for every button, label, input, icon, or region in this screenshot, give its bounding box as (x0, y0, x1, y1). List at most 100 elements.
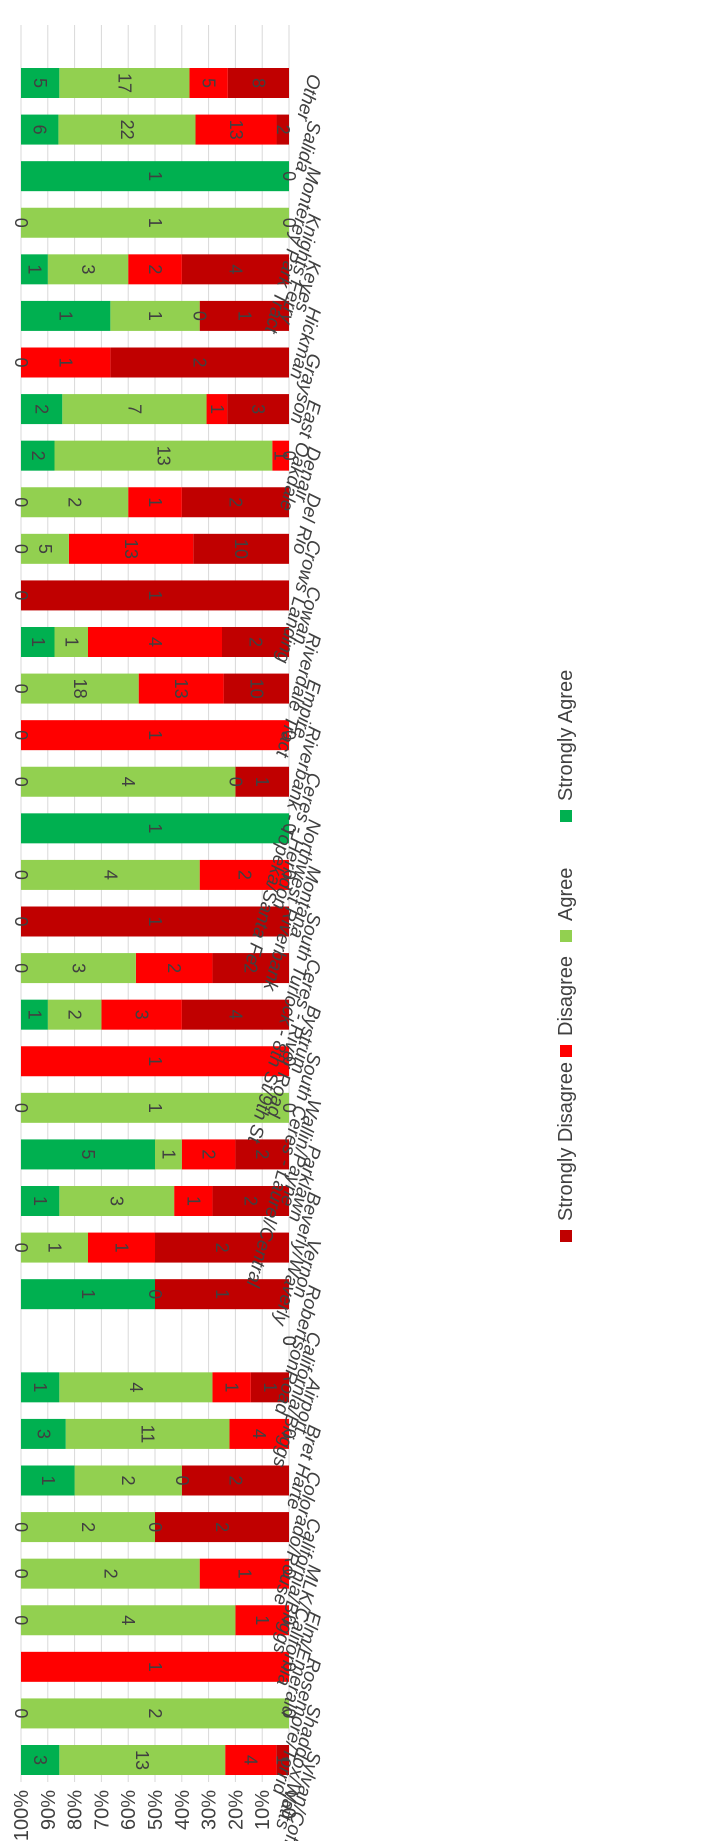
value-label-agree-empire: 18 (70, 679, 90, 699)
bar-strongly-agree-other (21, 68, 60, 98)
bar-disagree-salida (195, 114, 277, 145)
bar-disagree-elm-emerald (235, 1605, 289, 1636)
bar-agree-crows-landing (21, 533, 69, 564)
value-label-strongly-agree-east-oakdale: 2 (32, 404, 52, 414)
value-label-strongly-agree-keyes: 1 (24, 264, 44, 274)
value-label-strongly-agree-crows-landing: 0 (11, 544, 31, 554)
value-label-agree-ceres-river-road: 3 (68, 963, 88, 973)
value-label-agree-airport: 4 (126, 1382, 146, 1392)
bar-agree-elm-emerald (21, 1605, 236, 1636)
value-label-disagree-bret-harte: 4 (249, 1429, 269, 1439)
value-label-disagree-airport: 1 (222, 1382, 242, 1392)
bar-disagree-east-oakdale (206, 394, 228, 425)
legend-item-disagree: Disagree (555, 956, 577, 1057)
bar-disagree-grayson (21, 347, 111, 378)
bar-disagree-empire (138, 673, 224, 704)
value-label-agree-east-oakdale: 7 (124, 404, 144, 414)
value-label-disagree-montana: 2 (234, 870, 254, 880)
bar-agree-wallin-payne (21, 1092, 289, 1123)
value-label-disagree-beverly-waverly: 1 (183, 1196, 203, 1206)
bar-strongly-disagree-cowan (21, 580, 289, 611)
bar-strongly-disagree-grayson (110, 347, 289, 378)
value-label-strongly-agree-salida: 6 (30, 125, 50, 135)
bar-agree-bret-harte (65, 1418, 230, 1449)
value-label-disagree-ceres-herndon: 0 (225, 777, 245, 787)
value-label-strongly-disagree-mlk-california: 0 (279, 1569, 299, 1579)
bar-strongly-agree-sylvan-coffee (21, 1745, 60, 1775)
value-label-disagree-riverbank-topeka-santa-fe: 1 (145, 730, 165, 740)
value-label-strongly-disagree-robertsonroad: 1 (212, 1289, 232, 1299)
value-label-disagree-bystrum: 3 (132, 1010, 152, 1020)
bar-disagree-airport (212, 1372, 251, 1403)
value-label-disagree-keyes: 2 (145, 264, 165, 274)
bar-disagree-keyes (128, 254, 182, 285)
value-label-agree-parklawn: 1 (158, 1149, 178, 1159)
y-tick-label: 40% (172, 1790, 194, 1830)
bar-agree-parklawn (155, 1139, 182, 1170)
y-tick-label: 0% (279, 1790, 301, 1819)
value-label-disagree-other: 5 (199, 78, 219, 88)
value-label-strongly-disagree-northwest-riverbank: 0 (279, 823, 299, 833)
value-label-strongly-disagree-ceres-river-road: 2 (241, 963, 261, 973)
value-label-strongly-agree-bystrum: 1 (24, 1010, 44, 1020)
value-label-strongly-disagree-bret-harte: 0 (279, 1429, 299, 1439)
value-label-agree-bystrum: 2 (65, 1010, 85, 1020)
value-label-strongly-agree-bret-harte: 3 (33, 1429, 53, 1439)
value-label-strongly-disagree-hickman: 1 (234, 311, 254, 321)
legend-swatch-disagree (560, 1045, 572, 1057)
legend-label-disagree: Disagree (555, 956, 577, 1036)
value-label-agree-california-briggs: 2 (78, 1522, 98, 1532)
value-label-agree-beverly-waverly: 3 (107, 1196, 127, 1206)
bar-strongly-disagree-riverdale-tract (222, 627, 289, 657)
value-label-agree-wallin-payne: 1 (145, 1103, 165, 1113)
value-label-agree-bret-harte: 11 (138, 1425, 158, 1444)
bar-strongly-disagree-salida (276, 114, 289, 145)
value-label-strongly-agree-denair: 2 (28, 451, 48, 461)
bar-agree-sylvan-coffee (59, 1745, 226, 1775)
value-label-strongly-agree-riverdale-tract: 1 (28, 637, 48, 647)
y-tick-label: 10% (252, 1790, 274, 1830)
value-label-strongly-disagree-riverbank-topeka-santa-fe: 0 (279, 730, 299, 740)
value-label-agree-shaddox-watts: 2 (145, 1708, 165, 1718)
bar-strongly-agree-riverdale-tract (21, 627, 55, 657)
bar-disagree-ceres-river-road (135, 953, 213, 984)
legend-item-strongly-agree: Strongly Agree (555, 670, 577, 822)
value-label-strongly-disagree-knights-ferry: 0 (279, 218, 299, 228)
value-label-agree-ceres-herndon: 4 (118, 777, 138, 787)
value-label-agree-vernon: 1 (45, 1243, 65, 1253)
bar-strongly-agree-beverly-waverly (21, 1186, 60, 1216)
bar-agree-ceres-river-road (21, 953, 136, 984)
value-label-strongly-disagree-wallin-payne: 0 (279, 1103, 299, 1113)
bar-strongly-disagree-vernon (155, 1232, 289, 1263)
value-label-agree-crows-landing: 5 (35, 544, 55, 554)
value-label-agree-riverdale-tract: 1 (61, 637, 81, 647)
bar-strongly-disagree-parklawn (235, 1139, 289, 1170)
segment-value-labels: 1413302001014001202020202104113114100101… (11, 73, 299, 1770)
value-label-strongly-agree-parklawn: 5 (78, 1149, 98, 1159)
bar-agree-bystrum (47, 999, 102, 1030)
value-label-agree-keyes: 3 (78, 264, 98, 274)
bar-strongly-disagree-sylvan-coffee (276, 1745, 289, 1775)
value-label-strongly-agree-california-briggs: 0 (11, 1522, 31, 1532)
y-tick-label: 50% (145, 1790, 167, 1830)
value-label-disagree-elm-emerald: 1 (252, 1615, 272, 1625)
value-label-agree-salida: 22 (117, 120, 137, 140)
bar-strongly-disagree-other (227, 68, 289, 98)
value-label-strongly-disagree-south-turlock-8th-st-9th-st: 1 (145, 916, 165, 926)
value-label-strongly-agree-robertsonroad: 1 (78, 1289, 98, 1299)
bar-strongly-agree-northwest-riverbank (21, 813, 289, 844)
y-tick-label: 90% (38, 1790, 60, 1830)
legend-label-agree: Agree (555, 868, 577, 921)
value-label-strongly-agree-california-briggs: 0 (279, 1336, 299, 1346)
bar-agree-airport (59, 1372, 213, 1403)
bar-disagree-parklawn (181, 1139, 236, 1170)
value-label-disagree-vernon: 1 (112, 1243, 132, 1253)
bars (21, 68, 289, 1775)
bar-agree-keyes (47, 254, 129, 285)
value-label-strongly-agree-wallin-payne: 0 (11, 1103, 31, 1113)
value-label-strongly-agree-cowan: 0 (11, 590, 31, 600)
value-label-strongly-agree-colorado-rouse: 1 (38, 1475, 58, 1485)
bar-strongly-disagree-colorado-rouse (181, 1465, 289, 1496)
legend-label-strongly-agree: Strongly Agree (555, 670, 577, 801)
